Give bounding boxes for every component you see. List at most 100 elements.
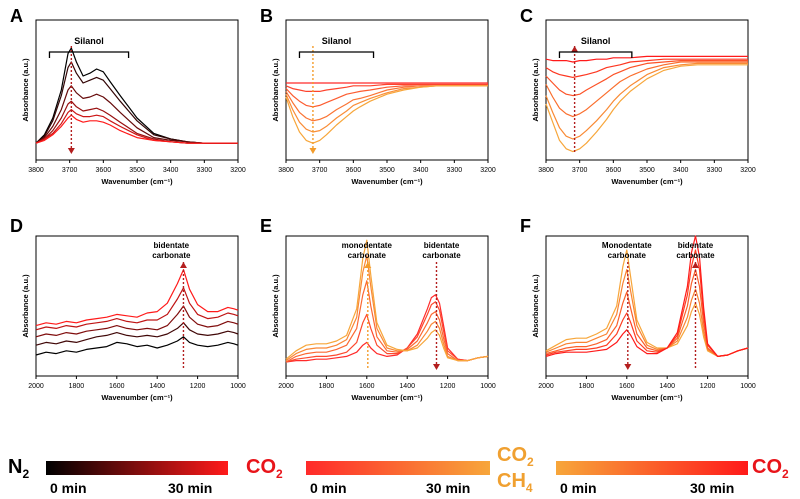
x-tick-label: 1200 (700, 383, 716, 390)
annotation-line1: bidentate (424, 241, 460, 250)
x-tick-label: 3500 (129, 167, 145, 174)
legend-gradient-bar-1 (46, 461, 228, 475)
x-axis-label: Wavenumber (cm⁻¹) (351, 393, 423, 402)
series-line-2 (285, 83, 488, 92)
series-line-5 (35, 269, 239, 327)
annotation-line1: bidentate (154, 241, 190, 250)
annotation-line1: bidentate (678, 241, 714, 250)
x-tick-label: 3300 (197, 167, 213, 174)
x-tick-label: 1200 (190, 383, 206, 390)
x-tick-label: 1000 (480, 383, 496, 390)
x-tick-label: 1400 (149, 383, 165, 390)
legend-ch4-label: CH4 (497, 470, 533, 495)
x-tick-label: 3700 (572, 167, 588, 174)
x-tick-label: 3200 (480, 167, 496, 174)
trend-arrow-head (179, 262, 187, 268)
legend-gradient-bar-3 (556, 461, 748, 475)
x-tick-label: 3500 (639, 167, 655, 174)
annotation-line2: carbonate (608, 251, 647, 260)
x-tick-label: 3300 (707, 167, 723, 174)
silanol-label: Silanol (322, 36, 352, 46)
annotation-line2: carbonate (422, 251, 461, 260)
panel-letter-d: D (10, 216, 23, 236)
x-tick-label: 1600 (359, 383, 375, 390)
x-axis-label: Wavenumber (cm⁻¹) (611, 177, 683, 186)
x-tick-label: 1800 (579, 383, 595, 390)
x-tick-label: 3600 (96, 167, 112, 174)
x-axis-label: Wavenumber (cm⁻¹) (101, 393, 173, 402)
series-line-1 (545, 64, 748, 153)
trend-arrow-head (432, 364, 440, 370)
y-axis-label: Absorbance (a.u.) (531, 274, 540, 338)
annotation-line2: carbonate (676, 251, 715, 260)
series-line-3 (545, 269, 749, 357)
series-line-6 (285, 85, 488, 144)
y-axis-label: Absorbance (a.u.) (21, 274, 30, 338)
x-tick-label: 3300 (447, 167, 463, 174)
trend-arrow-head (571, 46, 579, 52)
x-tick-label: 3700 (62, 167, 78, 174)
legend-gradient-bar-2 (306, 461, 490, 475)
legend-bar3-end: 30 min (690, 480, 735, 496)
x-tick-label: 3400 (673, 167, 689, 174)
panel-letter-b: B (260, 6, 273, 26)
silanol-bracket (298, 51, 375, 58)
legend-bar2-end: 30 min (426, 480, 471, 496)
series-line-6 (545, 55, 748, 63)
series-line-1 (285, 294, 489, 363)
series-line-5 (285, 85, 488, 133)
x-tick-label: 1600 (109, 383, 125, 390)
x-tick-label: 1800 (319, 383, 335, 390)
annotation-line2: carbonate (152, 251, 191, 260)
series-line-3 (285, 280, 489, 363)
legend-n2-label: N2 (8, 456, 30, 481)
series-line-4 (545, 249, 749, 357)
series-line-4 (35, 100, 238, 144)
silanol-label: Silanol (74, 36, 104, 46)
x-tick-label: 3400 (413, 167, 429, 174)
x-axis-label: Wavenumber (cm⁻¹) (351, 177, 423, 186)
series-line-5 (545, 235, 749, 357)
panel-letter-c: C (520, 6, 533, 26)
plot-frame (545, 235, 749, 377)
series-line-3 (545, 61, 748, 118)
series-line-2 (285, 301, 489, 363)
series-line-3 (35, 305, 239, 338)
x-tick-label: 3600 (346, 167, 362, 174)
series-line-4 (545, 60, 748, 97)
x-tick-label: 2000 (278, 383, 294, 390)
trend-arrow-head (624, 364, 632, 370)
annotation-line1: Monodentate (602, 241, 652, 250)
trend-arrow-head (67, 148, 75, 154)
x-axis-label: Wavenumber (cm⁻¹) (611, 393, 683, 402)
legend-bar1-start: 0 min (50, 480, 87, 496)
y-axis-label: Absorbance (a.u.) (531, 58, 540, 122)
x-tick-label: 3800 (278, 167, 294, 174)
x-tick-label: 1600 (619, 383, 635, 390)
series-line-3 (285, 85, 488, 108)
x-axis-label: Wavenumber (cm⁻¹) (101, 177, 173, 186)
trend-arrow-head (309, 148, 317, 154)
series-line-5 (285, 239, 489, 362)
plot-frame (35, 19, 239, 161)
panel-letter-a: A (10, 6, 23, 26)
x-tick-label: 2000 (28, 383, 44, 390)
x-tick-label: 3800 (538, 167, 554, 174)
plot-frame (35, 235, 239, 377)
series-line-1 (35, 336, 239, 356)
x-tick-label: 3500 (379, 167, 395, 174)
plot-frame (545, 19, 749, 161)
legend-bar2-start: 0 min (310, 480, 347, 496)
silanol-bracket (48, 51, 130, 58)
annotation-line1: monodentate (342, 241, 393, 250)
annotation-line2: carbonate (348, 251, 387, 260)
plot-frame (285, 235, 489, 377)
series-line-4 (35, 287, 239, 331)
panel-a: 3800 3700 3600 3500 3400 3300 3200 Wavenumber (… (21, 19, 246, 186)
silanol-label: Silanol (581, 36, 611, 46)
x-tick-label: 3800 (28, 167, 44, 174)
series-line-1 (545, 249, 749, 357)
series-line-2 (35, 61, 238, 144)
x-tick-label: 1000 (230, 383, 246, 390)
